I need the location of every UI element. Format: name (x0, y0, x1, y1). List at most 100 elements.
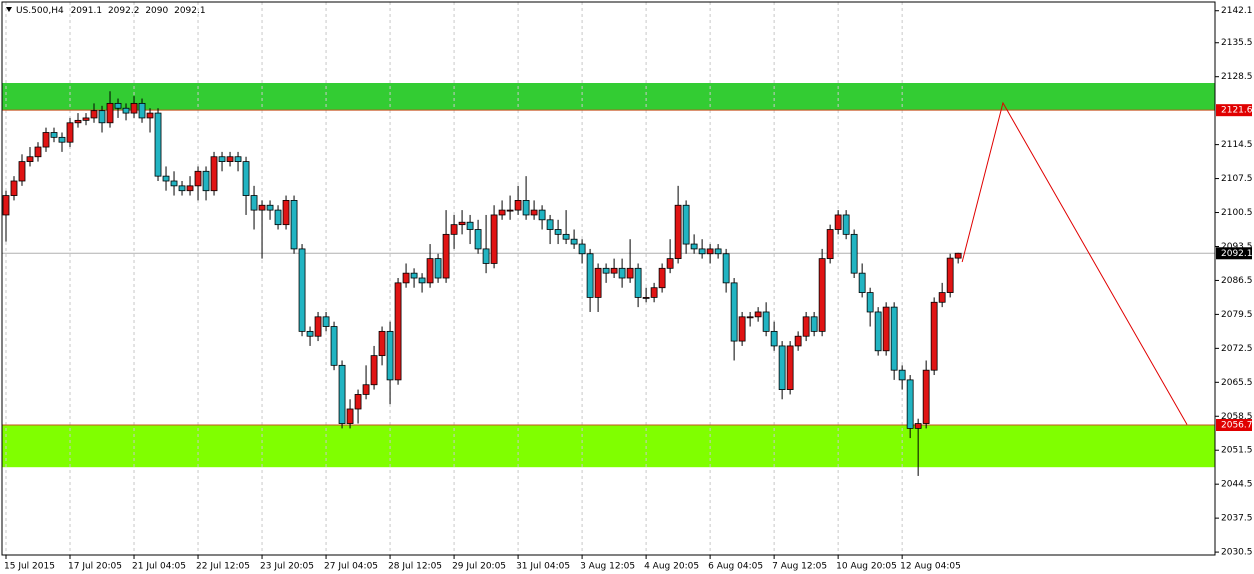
y-tick-label: 2128.5 (1221, 72, 1253, 82)
candle-body (178, 185, 186, 192)
candle-body (714, 248, 722, 255)
x-tick-label: 4 Aug 20:05 (644, 562, 699, 572)
candle-body (794, 335, 802, 347)
y-tick-label: 2065.5 (1221, 378, 1253, 388)
candle-body (882, 306, 890, 352)
candle-body (594, 267, 602, 298)
y-tick-label: 2093.5 (1221, 242, 1253, 252)
candle-body (570, 238, 578, 245)
candle-body (370, 355, 378, 386)
header-open: 2091.1 (71, 6, 103, 16)
candle-body (138, 102, 146, 119)
candle-body (210, 156, 218, 192)
candle-body (898, 369, 906, 381)
candle-body (2, 195, 10, 216)
candle-body (674, 204, 682, 260)
x-tick-label: 10 Aug 20:05 (836, 562, 897, 572)
candle-body (106, 102, 114, 124)
candle-body (450, 224, 458, 235)
x-tick-label: 28 Jul 12:05 (388, 562, 442, 572)
candle-body (82, 117, 90, 121)
candle-body (602, 267, 610, 274)
header-close: 2092.1 (174, 6, 206, 16)
candle-body (122, 107, 130, 114)
candle-body (18, 161, 26, 182)
candle-body (818, 258, 826, 332)
candle-body (754, 311, 762, 318)
x-tick-label: 12 Aug 04:05 (900, 562, 961, 572)
candle-body (802, 316, 810, 337)
menu-arrow (6, 7, 12, 12)
candle-body (722, 253, 730, 284)
candle-body (746, 316, 754, 319)
candle-body (66, 122, 74, 143)
candle-body (34, 146, 42, 158)
candle-body (658, 267, 666, 289)
candle-body (490, 214, 498, 264)
candle-body (466, 221, 474, 230)
candle-body (770, 330, 778, 347)
candle-body (378, 330, 386, 357)
candle-body (546, 219, 554, 230)
x-tick-label: 31 Jul 04:05 (516, 562, 570, 572)
candle-body (866, 292, 874, 313)
plot-frame (1, 1, 1216, 556)
candle-body (202, 170, 210, 192)
x-tick-label: 17 Jul 20:05 (68, 562, 122, 572)
candle-body (762, 311, 770, 332)
y-tick-label: 2142.1 (1221, 6, 1253, 16)
candle-body (426, 258, 434, 284)
x-tick-label: 3 Aug 12:05 (580, 562, 635, 572)
candle-body (354, 394, 362, 410)
candle-body (394, 282, 402, 381)
level-label-box (1216, 104, 1252, 117)
candle-body (314, 316, 322, 337)
candle-body (690, 243, 698, 250)
candle-body (170, 180, 178, 187)
y-tick-label: 2114.5 (1221, 140, 1253, 150)
candle-body (554, 229, 562, 235)
zone (2, 83, 1215, 111)
candle-body (666, 258, 674, 269)
level-label: 2121.6 (1221, 106, 1253, 116)
candle-body (826, 229, 834, 260)
candle-body (442, 233, 450, 279)
y-tick-label: 2044.5 (1221, 480, 1253, 490)
candle-body (634, 267, 642, 298)
candle-body (738, 316, 746, 342)
candle-body (578, 243, 586, 255)
candle-body (618, 267, 626, 279)
candle-body (258, 204, 266, 211)
candle-body (74, 119, 82, 124)
y-tick-label: 2086.5 (1221, 276, 1253, 286)
candle-body (610, 267, 618, 274)
y-tick-label: 2030.5 (1221, 548, 1253, 558)
candle-body (474, 229, 482, 250)
candle-body (730, 282, 738, 342)
candle-body (186, 185, 194, 192)
x-tick-label: 23 Jul 20:05 (260, 562, 314, 572)
candle-body (906, 379, 914, 429)
candle-body (530, 209, 538, 216)
chart-header: US.500,H4 2091.1 2092.2 2090 2092.1 (16, 6, 206, 16)
candle-body (706, 248, 714, 255)
candle-body (130, 102, 138, 114)
y-tick-label: 2058.5 (1221, 412, 1253, 422)
candle-body (874, 311, 882, 352)
y-tick-label: 2079.5 (1221, 310, 1253, 320)
y-tick-label: 2135.5 (1221, 38, 1253, 48)
level-label-box (1216, 418, 1252, 431)
candle-body (338, 364, 346, 424)
candle-body (50, 132, 58, 138)
header-low: 2090 (145, 6, 168, 16)
y-tick-label: 2072.5 (1221, 344, 1253, 354)
candle-body (538, 209, 546, 221)
candle-body (154, 112, 162, 177)
candle-body (194, 170, 202, 187)
candle-body (954, 252, 962, 259)
candle-body (498, 209, 506, 216)
candle-body (458, 221, 466, 226)
candle-body (586, 253, 594, 298)
candle-body (42, 132, 50, 148)
candle-body (26, 156, 34, 162)
